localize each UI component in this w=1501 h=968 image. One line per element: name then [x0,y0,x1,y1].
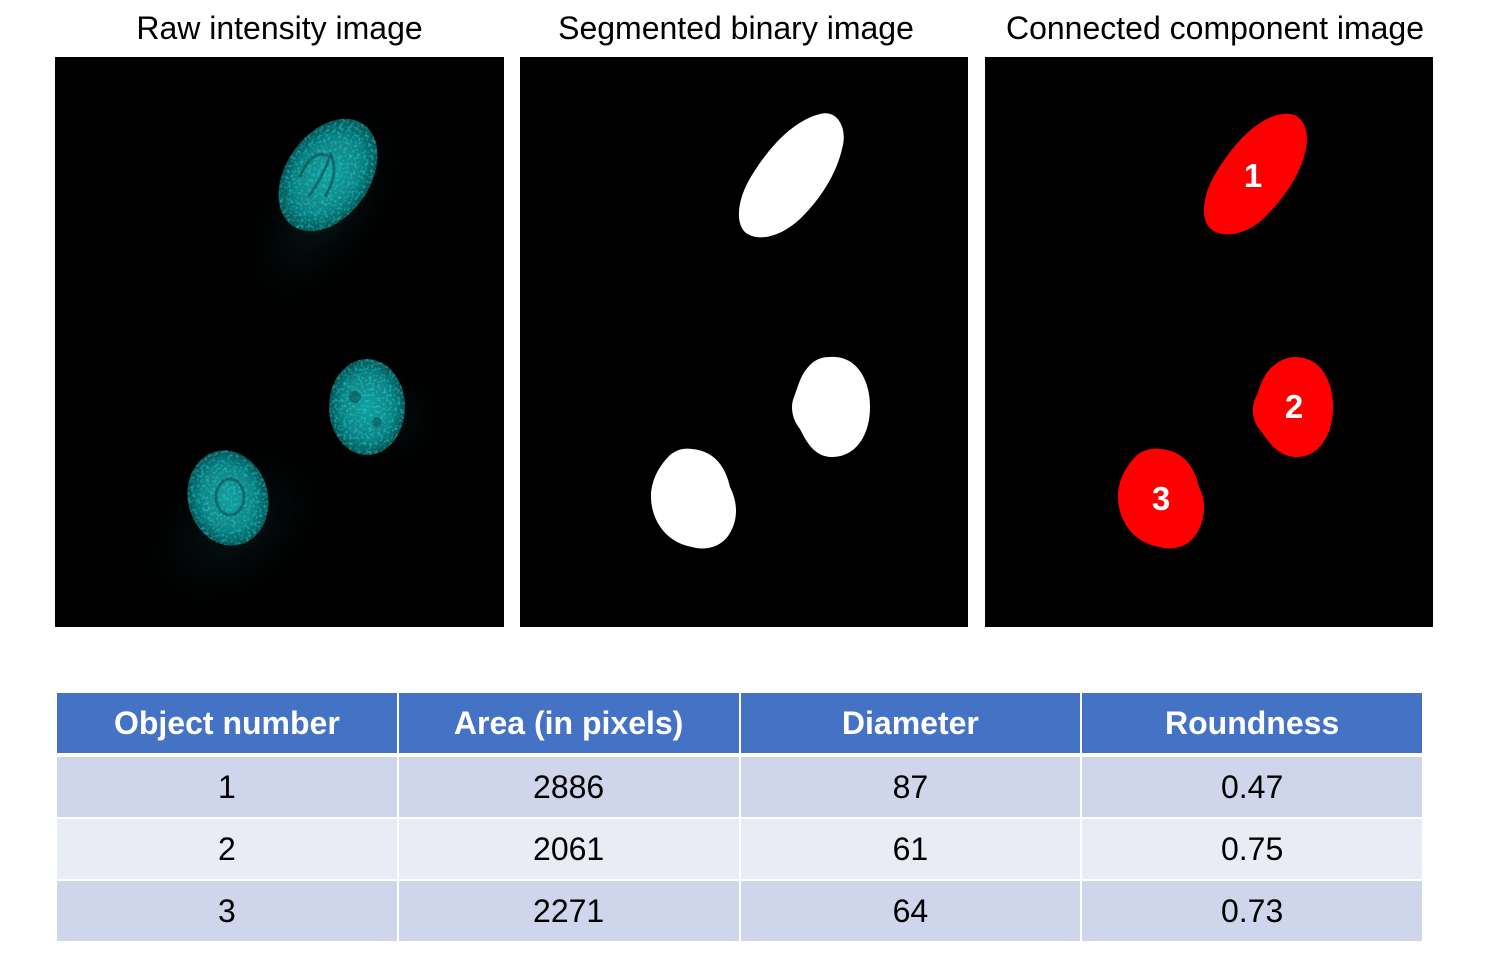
binary-object-1 [738,113,844,238]
raw-nucleus-1 [278,118,378,232]
header-object-number: Object number [55,691,399,757]
table-row: 1 2886 87 0.47 [55,754,1424,819]
binary-object-3 [650,448,736,549]
table-header-row: Object number Area (in pixels) Diameter … [55,691,1424,757]
cell-roundness: 0.73 [1080,879,1424,943]
binary-svg [650,113,870,549]
cell-diameter: 87 [738,754,1083,819]
cell-object-number: 3 [55,879,399,943]
cell-area: 2886 [396,754,741,819]
component-label-1: 1 [1244,157,1262,194]
component-object-2 [1252,357,1333,457]
component-object-1 [1203,113,1307,235]
raw-nucleus-3 [187,450,269,546]
table-row: 3 2271 64 0.73 [55,879,1424,943]
header-area: Area (in pixels) [396,691,741,757]
raw-image-title: Raw intensity image [136,10,423,46]
binary-image-title: Segmented binary image [558,10,914,46]
header-roundness: Roundness [1080,691,1424,757]
cell-roundness: 0.75 [1080,817,1424,881]
table-row: 2 2061 61 0.75 [55,817,1424,881]
component-label-3: 3 [1152,480,1170,517]
cell-diameter: 64 [738,879,1083,943]
cell-area: 2061 [396,817,741,881]
components-svg: 1 2 3 [1117,113,1333,549]
measurements-table: Object number Area (in pixels) Diameter … [55,691,1424,943]
measurements-table-container: Object number Area (in pixels) Diameter … [55,691,1424,943]
header-diameter: Diameter [738,691,1083,757]
cell-object-number: 1 [55,754,399,819]
binary-object-2 [792,356,870,457]
component-image-title: Connected component image [1005,10,1425,46]
raw-intensity-image [55,57,504,627]
raw-nucleus-2 [329,359,405,455]
cell-area: 2271 [396,879,741,943]
cell-roundness: 0.47 [1080,754,1424,819]
cell-object-number: 2 [55,817,399,881]
raw-intensity-svg [126,93,455,623]
segmented-binary-image [520,57,968,627]
component-object-3 [1117,448,1205,549]
connected-component-image: 1 2 3 [985,57,1433,627]
cell-diameter: 61 [738,817,1083,881]
component-label-2: 2 [1285,388,1303,425]
